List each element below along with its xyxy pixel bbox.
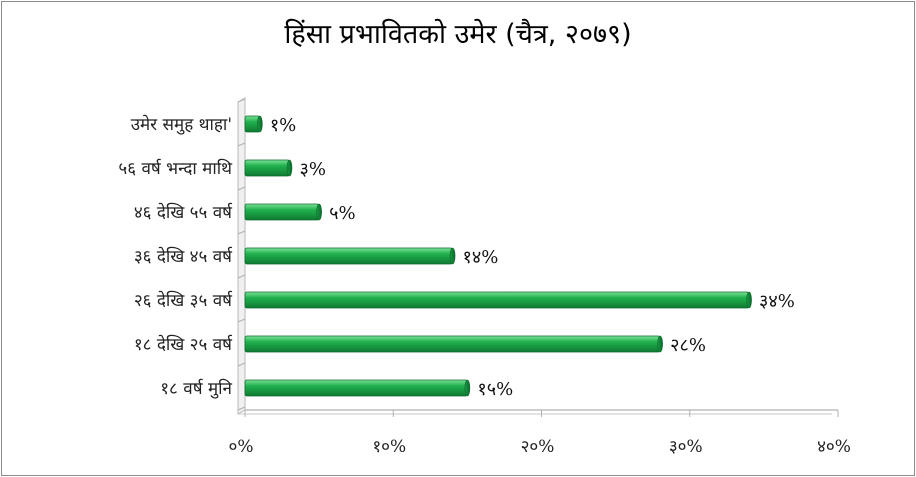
bar [244, 203, 320, 221]
y-tick-mark [237, 98, 246, 103]
data-label: ३४% [759, 291, 795, 312]
data-label: ३% [299, 159, 325, 180]
bar-end-cap [257, 115, 263, 133]
x-tick-label: ०% [229, 437, 254, 457]
bar-end-cap [464, 379, 471, 397]
bar-end-cap [316, 203, 322, 221]
x-tick-label: ४०% [817, 437, 851, 457]
bar-end-cap [286, 159, 293, 177]
bar [244, 335, 661, 353]
y-tick-mark [237, 274, 246, 279]
category-label: ३६ देखि ४५ वर्ष [134, 246, 233, 267]
category-label: १८ देखि २५ वर्ष [134, 334, 233, 355]
bar [244, 247, 453, 265]
category-label: ४६ देखि ५५ वर्ष [134, 202, 233, 223]
data-label: १% [270, 115, 296, 136]
bar [244, 291, 750, 309]
y-tick-mark [237, 406, 246, 411]
y-tick-mark [237, 230, 246, 235]
category-label: २६ देखि ३५ वर्ष [134, 290, 233, 311]
bar-end-cap [746, 291, 752, 309]
y-tick-mark [237, 186, 246, 191]
data-label: २८% [670, 335, 706, 356]
category-label: १८ वर्ष मुनि [160, 378, 232, 399]
bar-end-cap [449, 247, 456, 265]
data-label: १४% [463, 247, 499, 268]
bar [244, 379, 468, 397]
chart-title: हिंसा प्रभावितको उमेर (चैत्र, २०७९) [284, 19, 632, 50]
x-tick-label: २०% [521, 437, 555, 457]
category-label: उमेर समुह थाहा' [131, 114, 232, 135]
data-label: १५% [477, 379, 513, 400]
category-label: ५६ वर्ष भन्दा माथि [118, 158, 233, 179]
x-tick-label: १०% [372, 437, 406, 457]
data-label: ५% [329, 203, 355, 224]
y-tick-mark [237, 362, 246, 367]
y-tick-mark [237, 142, 246, 147]
x-tick-label: ३०% [669, 437, 703, 457]
y-tick-mark [237, 318, 246, 323]
bar [244, 159, 290, 177]
bar-end-cap [657, 335, 663, 353]
